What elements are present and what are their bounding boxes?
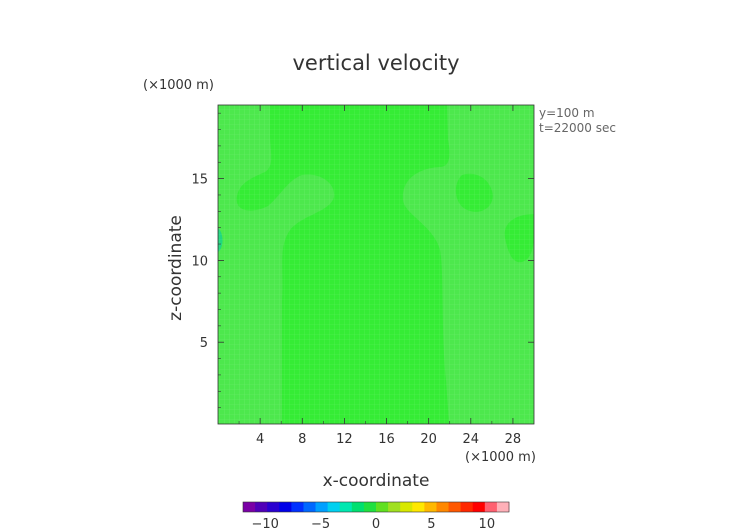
colorbar-swatch — [255, 502, 268, 512]
y-axis-title: z-coordinate — [166, 215, 186, 321]
x-tick-label: 4 — [256, 432, 264, 447]
x-tick-label: 24 — [463, 432, 480, 447]
axes: 4 8 12 16 20 24 28 5 10 15 — [191, 105, 534, 447]
colorbar-swatch — [363, 502, 377, 512]
colorbar-swatch — [412, 502, 425, 512]
colorbar-swatch — [351, 502, 365, 512]
x-tick-label: 12 — [336, 432, 353, 447]
x-axis-title: x-coordinate — [323, 471, 430, 491]
colorbar-swatch — [291, 502, 304, 512]
colorbar-swatch — [424, 502, 437, 512]
plot-frame — [217, 104, 535, 425]
colorbar-tick-label: 0 — [372, 517, 380, 532]
chart-title: vertical velocity — [292, 51, 459, 75]
colorbar-swatch — [400, 502, 413, 512]
colorbar-swatch — [267, 502, 280, 512]
colorbar-swatch — [243, 502, 256, 512]
colorbar-swatch — [303, 502, 317, 512]
colorbar-tick-label: −10 — [251, 517, 278, 532]
annotation-y: y=100 m — [539, 106, 595, 120]
colorbar-swatch — [448, 502, 462, 512]
colorbar-frame — [242, 501, 510, 513]
colorbar-tick-label: 10 — [479, 517, 496, 532]
x-tick-label: 16 — [378, 432, 395, 447]
y-tick-label: 15 — [191, 173, 208, 188]
colorbar-swatch — [327, 502, 341, 512]
colorbar-swatch — [460, 502, 474, 512]
colorbar-swatch — [472, 502, 486, 512]
x-tick-label: 8 — [298, 432, 306, 447]
colorbar-tick-label: 5 — [427, 517, 435, 532]
colorbar-tick-label: −5 — [311, 517, 330, 532]
colorbar: −10 −5 0 5 10 — [242, 501, 510, 532]
grid-overlay — [218, 105, 534, 424]
y-tick-label: 5 — [200, 336, 208, 351]
colorbar-swatch — [339, 502, 353, 512]
colorbar-swatch — [436, 502, 450, 512]
plot-area — [218, 105, 534, 424]
x-unit-label: (×1000 m) — [465, 450, 536, 465]
colorbar-swatch — [496, 502, 510, 512]
colorbar-swatch — [315, 502, 329, 512]
colorbar-swatch — [279, 502, 292, 512]
x-tick-label: 20 — [420, 432, 437, 447]
colorbar-swatch — [376, 502, 389, 512]
colorbar-swatch — [484, 502, 498, 512]
annotation-t: t=22000 sec — [539, 121, 616, 135]
colorbar-swatch — [388, 502, 401, 512]
x-tick-label: 28 — [505, 432, 522, 447]
y-tick-label: 10 — [191, 254, 208, 269]
z-unit-label: (×1000 m) — [143, 78, 214, 93]
